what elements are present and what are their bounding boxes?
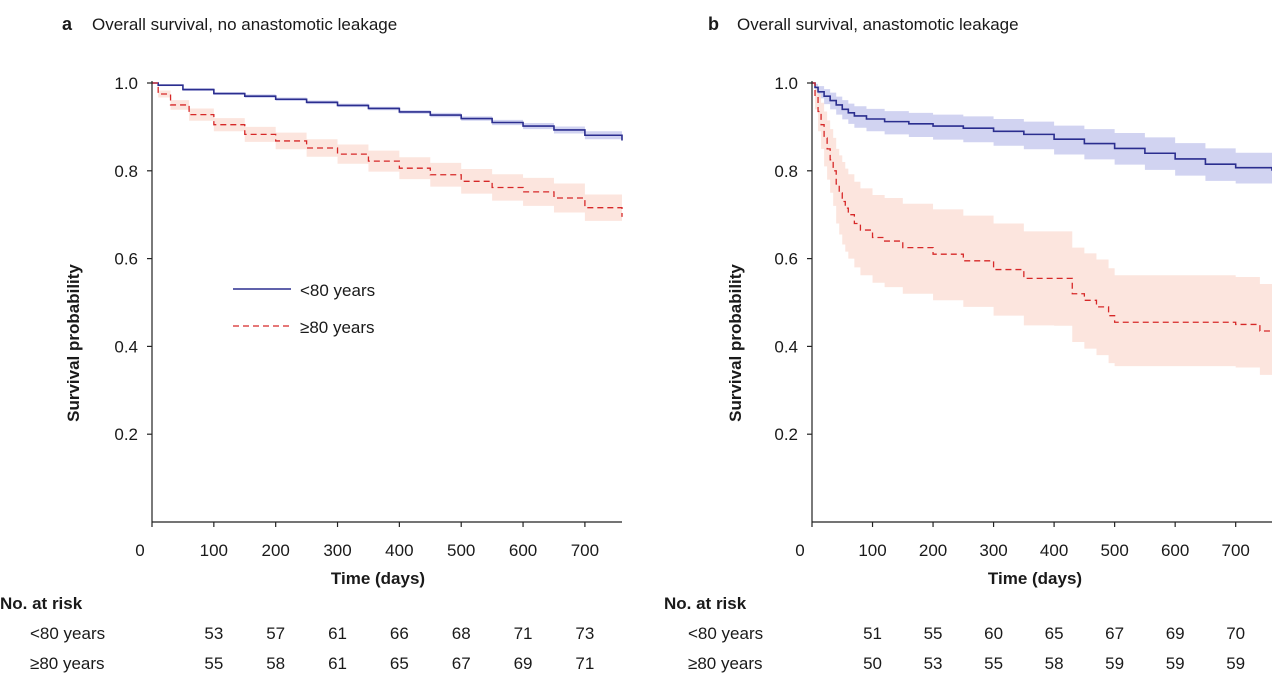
x-tick-label: 400 [1040,541,1068,560]
risk-value: 68 [452,624,471,643]
risk-value: 55 [204,654,223,673]
risk-value: 58 [266,654,285,673]
confidence-band-over80 [152,83,622,229]
risk-value: 59 [1226,654,1245,673]
panel-a-plot-area: 0.2 0.4 0.6 0.8 1.0 0 100 200 300 400 500 600 700 [114,74,623,560]
confidence-band-under80 [812,83,1272,184]
confidence-band-over80 [812,83,1272,375]
y-tick-label: 0.6 [774,250,798,269]
risk-value: 53 [204,624,223,643]
panel-b-title: Overall survival, anastomotic leakage [737,15,1019,34]
risk-value: 67 [452,654,471,673]
risk-value: 50 [863,654,882,673]
x-tick-label: 200 [261,541,289,560]
x-tick-label: 300 [323,541,351,560]
risk-value: 65 [390,654,409,673]
panel-b-risk-values: 51 55 60 65 67 69 70 50 53 55 58 59 59 59 [863,624,1245,673]
panel-a-risk-header: No. at risk [0,594,83,613]
x-tick-label: 500 [447,541,475,560]
y-tick-label: 0.8 [774,162,798,181]
panel-a-risk-values: 53 57 61 66 68 71 73 55 58 61 65 67 69 71 [204,624,594,673]
risk-value: 55 [984,654,1003,673]
x-tick-label: 600 [1161,541,1189,560]
survival-curve-over80 [812,82,1272,332]
x-tick-label: 700 [571,541,599,560]
x-tick-label: 700 [1221,541,1249,560]
risk-value: 65 [1045,624,1064,643]
y-tick-label: 1.0 [774,74,798,93]
risk-value: 57 [266,624,285,643]
x-tick-label: 0 [795,541,804,560]
panel-b-ylabel: Survival probability [726,264,745,422]
survival-curve-under80 [152,82,623,141]
risk-value: 59 [1166,654,1185,673]
y-tick-label: 1.0 [114,74,138,93]
panel-a-risk-row-label: ≥80 years [30,654,105,673]
survival-curve-under80 [812,82,1272,171]
risk-value: 58 [1045,654,1064,673]
panel-a-ylabel: Survival probability [64,264,83,422]
y-tick-label: 0.8 [114,162,138,181]
risk-value: 53 [924,654,943,673]
x-tick-label: 300 [979,541,1007,560]
panel-a-xlabel: Time (days) [331,569,425,588]
panel-b-risk-row-label: <80 years [688,624,763,643]
panel-a-risk-row-label: <80 years [30,624,105,643]
risk-value: 73 [575,624,594,643]
x-tick-label: 100 [200,541,228,560]
y-tick-label: 0.4 [114,337,138,356]
panel-b-xlabel: Time (days) [988,569,1082,588]
panel-b-risk-table: No. at risk <80 years ≥80 years 51 55 60 65… [664,594,1245,673]
panel-a: a Overall survival, no anastomotic leaka… [0,14,623,673]
panel-b-risk-header: No. at risk [664,594,747,613]
panel-a-risk-table: No. at risk <80 years ≥80 years 53 57 61 66… [0,594,594,673]
risk-value: 70 [1226,624,1245,643]
x-tick-label: 100 [858,541,886,560]
risk-value: 51 [863,624,882,643]
panel-b-letter: b [708,14,719,34]
legend-under80-label: <80 years [300,281,375,300]
x-tick-label: 400 [385,541,413,560]
x-tick-label: 200 [919,541,947,560]
risk-value: 67 [1105,624,1124,643]
risk-value: 61 [328,624,347,643]
panel-a-title: Overall survival, no anastomotic leakage [92,15,397,34]
risk-value: 71 [514,624,533,643]
risk-value: 61 [328,654,347,673]
y-tick-label: 0.4 [774,337,798,356]
risk-value: 60 [984,624,1003,643]
risk-value: 69 [514,654,533,673]
panel-b-risk-row-label: ≥80 years [688,654,763,673]
risk-value: 66 [390,624,409,643]
confidence-band-under80 [152,83,622,145]
risk-value: 69 [1166,624,1185,643]
y-tick-label: 0.2 [114,425,138,444]
panel-b: b Overall survival, anastomotic leakage … [664,14,1272,673]
x-tick-label: 0 [135,541,144,560]
survival-curve-over80 [152,82,623,217]
x-tick-label: 600 [509,541,537,560]
y-tick-label: 0.2 [774,425,798,444]
risk-value: 55 [924,624,943,643]
panel-a-letter: a [62,14,73,34]
risk-value: 59 [1105,654,1124,673]
x-tick-label: 500 [1100,541,1128,560]
legend-over80-label: ≥80 years [300,318,375,337]
y-tick-label: 0.6 [114,250,138,269]
panel-a-legend: <80 years ≥80 years [233,281,375,337]
risk-value: 71 [575,654,594,673]
panel-b-plot-area: 0.2 0.4 0.6 0.8 1.0 0 100 200 300 400 500 600 700 [774,74,1272,560]
